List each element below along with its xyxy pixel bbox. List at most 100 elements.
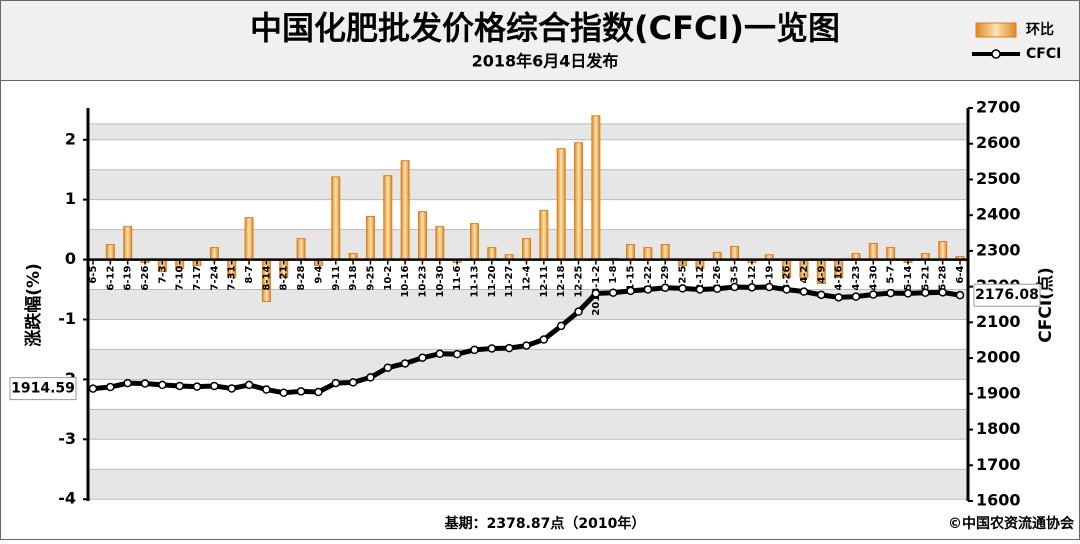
x-tick-label: 8-28 [296, 266, 307, 291]
line-marker [470, 345, 479, 355]
header [0, 0, 1080, 81]
y2-tick-label: 1900 [976, 383, 1021, 402]
line-marker [626, 286, 635, 296]
x-tick-label: 9-25 [365, 266, 376, 291]
footnote: 基期：2378.87点（2010年） [445, 515, 646, 532]
grid-band [88, 123, 968, 140]
y-tick-label: -3 [58, 429, 76, 448]
x-tick-label: 4-16 [834, 266, 845, 291]
line-marker [556, 321, 566, 331]
bar [591, 115, 601, 261]
line-marker [765, 282, 774, 292]
line-marker [140, 379, 150, 388]
line-marker [331, 378, 341, 388]
bar [730, 245, 740, 261]
line-marker [106, 382, 115, 392]
line-marker [678, 284, 687, 293]
legend-swatch [975, 22, 1017, 38]
line-marker [903, 289, 913, 298]
legend-label: CFCI [1026, 46, 1061, 62]
bar [469, 223, 479, 261]
line-marker [314, 387, 323, 397]
line-marker [782, 285, 791, 294]
legend-label: 环比 [1026, 21, 1054, 38]
x-tick-label: 9-4 [313, 266, 324, 284]
line-marker [348, 378, 358, 387]
line-marker [539, 335, 549, 344]
y2-tick-label: 2400 [976, 205, 1021, 224]
line-marker [834, 293, 843, 302]
subtitle: 2018年6月4日发布 [472, 52, 619, 71]
x-tick-label: 8-7 [244, 266, 255, 284]
bar [626, 244, 636, 261]
line-marker [279, 388, 288, 397]
line-marker [574, 307, 583, 316]
x-tick-label: 9-18 [348, 266, 359, 291]
bar [556, 148, 566, 261]
x-tick-label: 5-28 [938, 266, 949, 291]
x-tick-label: 5-7 [886, 266, 897, 284]
y-tick-label: 1 [65, 189, 76, 208]
line-marker [244, 380, 254, 390]
x-tick-label: 9-11 [331, 266, 342, 291]
x-tick-label: 11-20 [487, 266, 498, 298]
x-tick-label: 10-23 [417, 266, 428, 298]
y2-tick-label: 2700 [976, 98, 1021, 117]
x-tick-label: 1-15 [626, 266, 637, 291]
x-tick-label: 11-13 [469, 266, 480, 298]
line-marker [366, 373, 375, 382]
line-marker [227, 384, 236, 393]
bar [522, 238, 531, 261]
y-tick-label: -4 [58, 489, 76, 508]
line-marker [175, 381, 184, 391]
y2-tick-label: 1600 [976, 491, 1021, 510]
y2-tick-label: 1700 [976, 455, 1021, 474]
line-marker [158, 380, 167, 390]
bar [539, 209, 549, 261]
line-marker [123, 378, 132, 388]
x-tick-label: 1-22 [643, 266, 654, 291]
bar [296, 238, 306, 261]
x-tick-label: 7-17 [192, 266, 203, 291]
x-tick-label: 4-9 [816, 266, 827, 284]
x-tick-label: 7-31 [227, 266, 238, 291]
x-tick-label: 3-5 [730, 266, 741, 284]
line-marker [799, 287, 809, 296]
line-marker [522, 341, 531, 350]
value-label: 2176.08 [975, 287, 1039, 303]
bar [400, 160, 410, 261]
bar [417, 211, 427, 261]
y2-tick-label: 2000 [976, 348, 1021, 367]
legend-marker [991, 49, 1001, 59]
x-tick-label: 5-14 [903, 266, 914, 291]
x-tick-label: 2-26 [712, 266, 723, 291]
y2-tick-label: 2600 [976, 133, 1021, 152]
x-tick-label: 4-2 [799, 266, 810, 284]
credit: ©中国农资流通协会 [948, 515, 1075, 532]
y2-tick-label: 2500 [976, 169, 1021, 188]
line-marker [418, 353, 427, 362]
grid-band [88, 169, 968, 200]
x-tick-label: 11-27 [504, 266, 515, 298]
y-tick-label: 0 [65, 249, 76, 268]
line-marker [955, 290, 965, 300]
value-label-box [9, 377, 77, 401]
y2-tick-label: 2300 [976, 240, 1021, 259]
bar [574, 142, 584, 261]
x-tick-label: 6-19 [123, 266, 134, 291]
x-tick-label: 7-3 [157, 266, 168, 284]
chart-title: 中国化肥批发价格综合指数(CFCI)一览图 [250, 9, 840, 47]
line-marker [851, 292, 861, 301]
x-tick-label: 2-12 [695, 266, 706, 291]
x-tick-label: 12-4 [522, 266, 533, 291]
grid-band [88, 349, 968, 380]
line-marker [869, 290, 878, 299]
x-tick-label: 12-18 [556, 266, 567, 298]
x-tick-label: 6-5 [88, 266, 99, 284]
bar [365, 215, 375, 261]
line-marker [452, 349, 462, 359]
line-marker [886, 288, 895, 298]
value-label: 1914.59 [11, 381, 75, 397]
x-tick-label: 10-2 [383, 266, 394, 291]
